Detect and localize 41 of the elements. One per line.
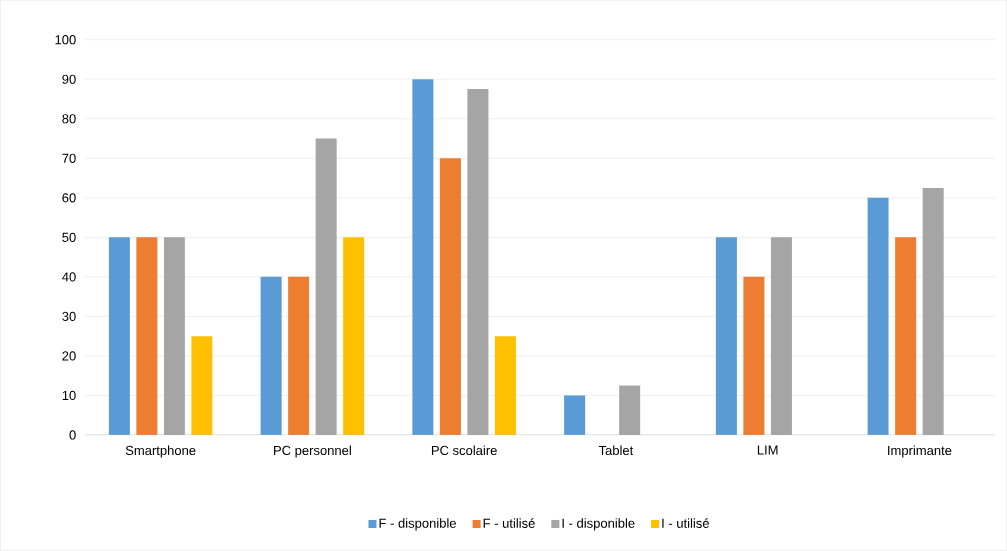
- bar: [288, 277, 310, 436]
- legend-label: I - utilisé: [662, 518, 709, 529]
- y-tick-label: 20: [62, 351, 76, 361]
- x-tick-label: PC scolaire: [431, 445, 497, 456]
- legend-label: F - utilisé: [483, 518, 535, 529]
- bar: [743, 277, 765, 436]
- x-tick-label: PC personnel: [274, 445, 351, 458]
- y-tick-label: 60: [62, 193, 76, 203]
- y-tick-label: 90: [62, 74, 76, 84]
- x-tick-label: LIM: [757, 445, 778, 455]
- bar: [260, 277, 282, 436]
- y-tick-label: 40: [62, 272, 76, 282]
- bar: [867, 197, 889, 436]
- y-tick-label: 10: [62, 390, 76, 401]
- y-tick-label: 50: [62, 232, 76, 243]
- bar: [136, 237, 158, 436]
- bar: [108, 237, 130, 436]
- bar: [619, 385, 641, 436]
- bar: [439, 158, 461, 436]
- legend-label: F - disponible: [379, 518, 456, 531]
- x-tick-label: Imprimante: [888, 445, 952, 458]
- bar: [412, 79, 434, 436]
- x-tick-label: Smartphone: [125, 445, 196, 458]
- y-tick-label: 70: [62, 153, 76, 164]
- x-tick-label: Tablet: [598, 445, 634, 456]
- bar: [467, 89, 489, 436]
- bar: [715, 237, 737, 436]
- bar: [922, 188, 944, 436]
- bar: [191, 336, 213, 436]
- bar: [494, 336, 516, 436]
- y-tick-label: 0: [69, 430, 76, 440]
- legend-label: I - disponible: [562, 518, 635, 531]
- bar: [163, 237, 185, 436]
- bar: [343, 237, 365, 436]
- y-tick-label: 100: [55, 35, 76, 45]
- bar: [315, 138, 337, 436]
- bar: [564, 395, 586, 436]
- y-tick-label: 80: [62, 114, 76, 124]
- bar: [895, 237, 917, 436]
- y-tick-label: 30: [62, 311, 76, 322]
- bar: [770, 237, 792, 436]
